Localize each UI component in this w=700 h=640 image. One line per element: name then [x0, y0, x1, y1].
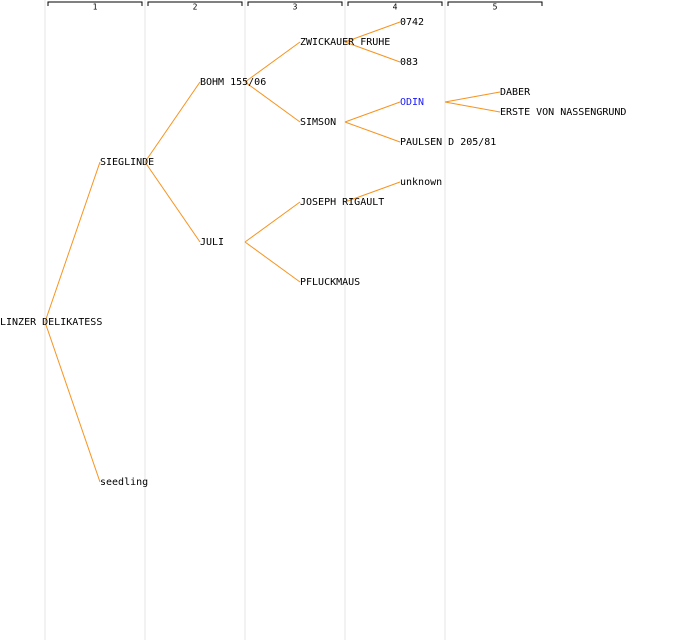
- edge: [444, 91, 501, 103]
- edge: [144, 81, 201, 163]
- node-label: PFLUCKMAUS: [300, 277, 360, 288]
- edge: [244, 81, 301, 123]
- edge: [344, 121, 401, 143]
- node-label: 083: [400, 57, 418, 68]
- generation-label: 2: [193, 3, 198, 12]
- node-label: BOHM 155/06: [200, 77, 266, 88]
- node-label: unknown: [400, 177, 442, 188]
- edge: [144, 161, 201, 243]
- generation-bracket: [47, 1, 143, 6]
- node-label: JULI: [200, 237, 224, 248]
- node-label: SIMSON: [300, 117, 336, 128]
- node-label[interactable]: ODIN: [400, 97, 424, 108]
- node-label: ZWICKAUER FRUHE: [300, 37, 390, 48]
- node-label: PAULSEN D 205/81: [400, 137, 496, 148]
- generation-bracket: [347, 1, 443, 6]
- generation-label: 4: [393, 3, 398, 12]
- generation-label: 3: [293, 3, 298, 12]
- node-label: seedling: [100, 477, 148, 488]
- node-label: ERSTE VON NASSENGRUND: [500, 107, 626, 118]
- edge: [44, 161, 101, 323]
- edge: [344, 181, 401, 203]
- generation-bracket: [147, 1, 243, 6]
- edge: [244, 41, 301, 83]
- edge: [344, 41, 401, 63]
- edge: [444, 101, 501, 113]
- node-label: SIEGLINDE: [100, 157, 154, 168]
- generation-bracket: [447, 1, 543, 6]
- edge: [244, 241, 301, 283]
- node-label: DABER: [500, 87, 531, 98]
- generation-label: 5: [493, 3, 498, 12]
- edge: [344, 21, 401, 43]
- node-label: LINZER DELIKATESS: [0, 317, 102, 328]
- generation-label: 1: [93, 3, 98, 12]
- generation-bracket: [247, 1, 343, 6]
- edge: [44, 321, 101, 483]
- node-label: 0742: [400, 17, 424, 28]
- node-label: JOSEPH RIGAULT: [300, 197, 384, 208]
- edge: [244, 201, 301, 243]
- edge: [344, 101, 401, 123]
